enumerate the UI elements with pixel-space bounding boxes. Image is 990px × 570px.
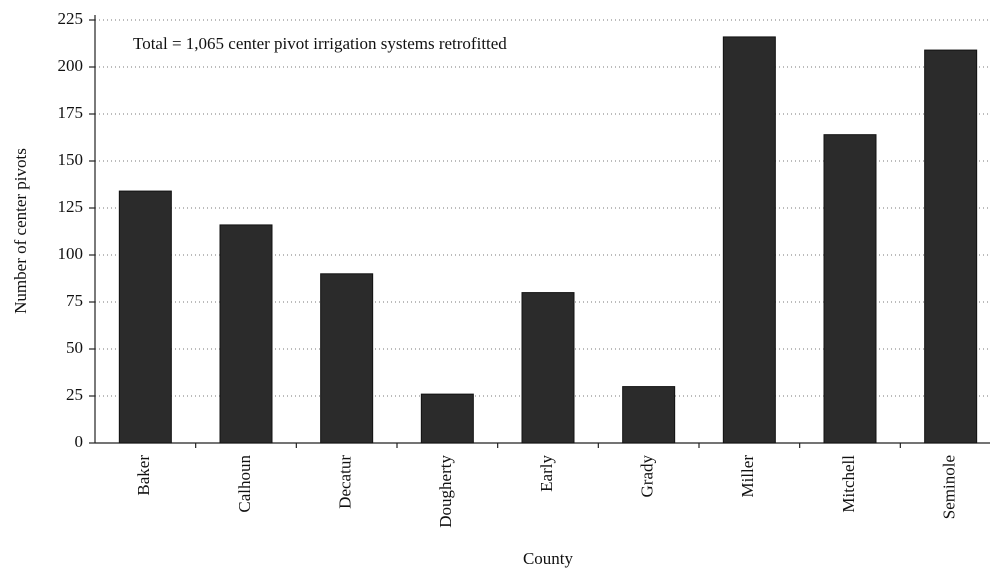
x-tick-label: Miller [738, 455, 757, 498]
bar [823, 134, 877, 444]
x-tick-label: Grady [638, 455, 657, 498]
y-axis-label: Number of center pivots [11, 148, 30, 314]
y-tick-label: 25 [66, 385, 83, 404]
x-tick-label: Decatur [336, 455, 355, 509]
y-tick-label: 175 [58, 103, 84, 122]
bar [320, 273, 374, 444]
bar [924, 49, 978, 444]
x-tick-label: Early [537, 455, 556, 492]
y-tick-label: 150 [58, 150, 84, 169]
bar [420, 393, 474, 444]
y-tick-label: 225 [58, 9, 84, 28]
bar [219, 224, 273, 444]
y-tick-label: 50 [66, 338, 83, 357]
x-tick-label: Mitchell [839, 455, 858, 513]
x-tick-label: Dougherty [436, 455, 455, 528]
bar [118, 190, 172, 444]
y-tick-label: 100 [58, 244, 84, 263]
x-axis-label: County [523, 549, 574, 568]
bar [622, 386, 676, 444]
bar [722, 36, 776, 444]
y-tick-label: 200 [58, 56, 84, 75]
annotation: Total = 1,065 center pivot irrigation sy… [133, 34, 507, 53]
y-tick-label: 0 [75, 432, 84, 451]
x-tick-label: Baker [134, 455, 153, 496]
x-tick-label: Seminole [940, 455, 959, 519]
bar [521, 292, 575, 444]
y-tick-label: 125 [58, 197, 84, 216]
y-tick-label: 75 [66, 291, 83, 310]
x-tick-label: Calhoun [235, 455, 254, 513]
